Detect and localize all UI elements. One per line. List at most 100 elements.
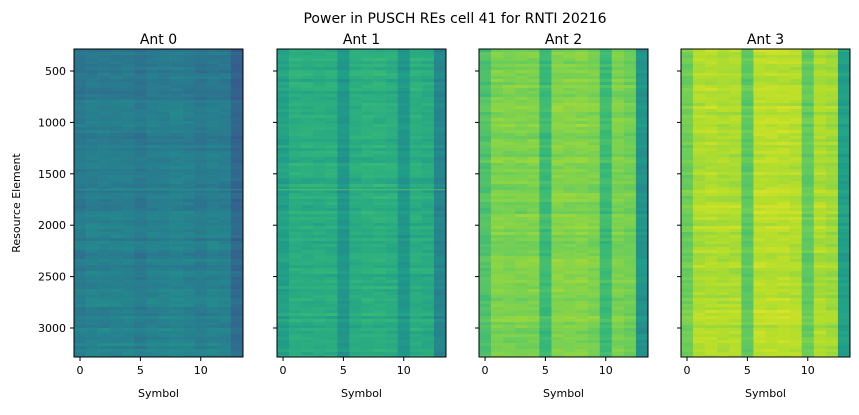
heatmap-cell [146,292,158,295]
heatmap-cell [612,319,624,322]
heatmap-cell [171,262,183,265]
heatmap-cell [729,91,741,94]
heatmap-cell [527,235,539,238]
heatmap-cell [410,184,422,187]
heatmap-cell [503,193,515,196]
heatmap-cell [362,241,374,244]
heatmap-cell [422,82,434,85]
heatmap-cell [231,211,243,214]
heatmap-cell [313,298,325,301]
heatmap-cell [753,163,765,166]
heatmap-cell [434,118,446,121]
heatmap-cell [219,202,231,205]
heatmap-cell [386,184,398,187]
heatmap-cell [349,328,361,331]
heatmap-cell [134,250,146,253]
heatmap-cell [374,280,386,283]
heatmap-cell [301,262,313,265]
heatmap-cell [362,127,374,130]
heatmap-cell [636,61,648,64]
heatmap-cell [491,142,503,145]
heatmap-cell [231,295,243,298]
heatmap-cell [479,229,491,232]
heatmap-cell [564,127,576,130]
heatmap-cell [386,67,398,70]
heatmap-cell [86,217,98,220]
heatmap-cell [612,310,624,313]
heatmap-cell [564,199,576,202]
heatmap-cell [576,223,588,226]
heatmap-cell [231,109,243,112]
heatmap-cell [98,235,110,238]
heatmap-cell [98,328,110,331]
heatmap-cell [231,280,243,283]
heatmap-cell [612,277,624,280]
heatmap-cell [636,172,648,175]
heatmap-cell [171,328,183,331]
heatmap-cell [386,226,398,229]
heatmap-cell [110,100,122,103]
heatmap-cell [551,247,563,250]
heatmap-cell [612,76,624,79]
heatmap-cell [362,103,374,106]
heatmap-cell [349,64,361,67]
heatmap-cell [422,280,434,283]
heatmap-cell [325,157,337,160]
heatmap-cell [564,136,576,139]
heatmap-cell [741,97,753,100]
heatmap-cell [551,271,563,274]
heatmap-cell [826,55,838,58]
heatmap-cell [515,340,527,343]
heatmap-cell [790,166,802,169]
heatmap-cell [588,205,600,208]
heatmap-cell [362,196,374,199]
heatmap-cell [183,58,195,61]
heatmap-cell [146,259,158,262]
heatmap-cell [434,67,446,70]
heatmap-cell [289,262,301,265]
heatmap-cell [171,73,183,76]
heatmap-cell [207,349,219,352]
heatmap-cell [576,91,588,94]
heatmap-cell [122,238,134,241]
heatmap-cell [398,286,410,289]
heatmap-cell [337,307,349,310]
heatmap-cell [600,223,612,226]
heatmap-cell [195,217,207,220]
heatmap-cell [551,202,563,205]
heatmap-cell [277,76,289,79]
heatmap-cell [219,232,231,235]
heatmap-cell [386,100,398,103]
heatmap-cell [838,112,850,115]
heatmap-cell [122,298,134,301]
heatmap-cell [802,88,814,91]
heatmap-cell [219,226,231,229]
heatmap-cell [386,337,398,340]
heatmap-cell [159,211,171,214]
heatmap-cell [515,82,527,85]
heatmap-cell [98,226,110,229]
heatmap-cell [171,175,183,178]
heatmap-cell [195,112,207,115]
heatmap-cell [349,193,361,196]
heatmap-cell [231,127,243,130]
heatmap-cell [325,352,337,355]
heatmap-cell [503,94,515,97]
heatmap-cell [515,142,527,145]
heatmap-cell [705,118,717,121]
heatmap-cell [122,154,134,157]
heatmap-cell [422,97,434,100]
heatmap-cell [207,130,219,133]
heatmap-cell [313,55,325,58]
heatmap-cell [195,127,207,130]
heatmap-cell [753,112,765,115]
heatmap-cell [289,121,301,124]
heatmap-cell [146,118,158,121]
heatmap-cell [398,121,410,124]
heatmap-cell [374,253,386,256]
heatmap-cell [410,271,422,274]
heatmap-cell [539,97,551,100]
heatmap-cell [624,148,636,151]
